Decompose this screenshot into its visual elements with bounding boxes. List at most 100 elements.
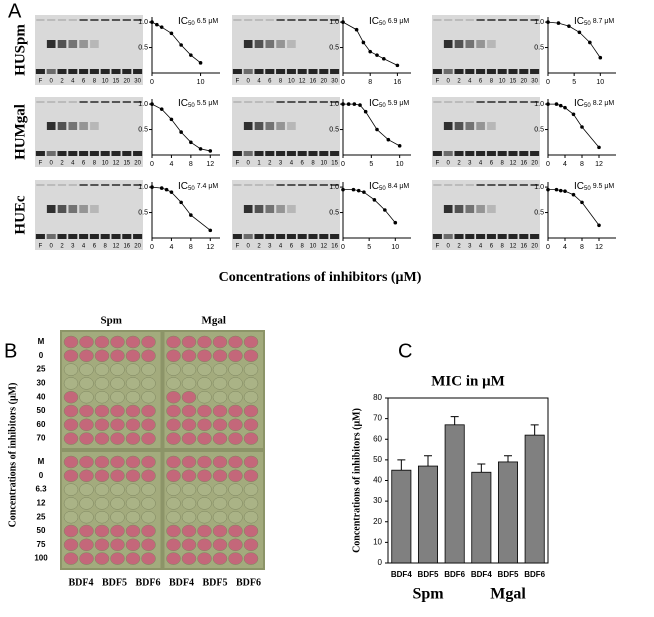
data-point	[580, 125, 584, 129]
gel-well	[68, 101, 77, 103]
well	[197, 390, 212, 404]
lane-label: 2	[60, 161, 64, 167]
well	[94, 349, 110, 363]
data-point	[164, 187, 169, 192]
ic50-part: 50	[584, 21, 591, 27]
data-point	[155, 22, 159, 27]
gel-band	[111, 151, 121, 156]
well	[228, 538, 243, 552]
gel-band	[265, 69, 275, 74]
well	[243, 455, 259, 469]
well	[63, 377, 79, 390]
well	[166, 349, 181, 363]
gel	[35, 15, 143, 85]
gel-well	[330, 184, 339, 186]
x-tick-label: 4	[563, 161, 567, 168]
well	[63, 483, 79, 496]
lane-label: 6	[268, 79, 272, 85]
y-tick-label: 1.0	[329, 101, 339, 108]
row-label: 0	[39, 471, 44, 480]
plate-block	[62, 452, 161, 568]
lane-label: 15	[331, 161, 338, 167]
data-point	[352, 102, 357, 106]
well	[94, 363, 110, 376]
gel-band	[232, 69, 242, 74]
gel-well	[465, 101, 474, 103]
well	[181, 469, 197, 483]
x-tick-label: BDF5	[418, 570, 439, 579]
lane-label: 10	[310, 244, 317, 250]
gel-band	[68, 151, 78, 156]
well	[212, 469, 228, 483]
well	[125, 497, 141, 510]
lane-label: 10	[102, 79, 109, 85]
gel-well	[454, 19, 464, 21]
ic50-part: IC	[574, 98, 584, 109]
well	[243, 483, 259, 496]
data-point	[563, 189, 567, 193]
panel-label: B	[4, 340, 17, 362]
plate-block	[62, 332, 161, 448]
gel-well	[519, 19, 528, 21]
well	[243, 418, 259, 432]
lane-label: 16	[331, 244, 338, 250]
x-tick-label: BDF6	[444, 570, 465, 579]
ic50-part: IC	[369, 98, 379, 109]
gel-band	[465, 234, 475, 239]
well	[141, 483, 156, 496]
row-label: 25	[37, 512, 46, 521]
lane-label: 3	[71, 244, 75, 250]
gel-well	[276, 101, 285, 103]
gel-band	[476, 122, 485, 130]
y-tick-label: 60	[373, 434, 382, 443]
well	[197, 469, 212, 483]
gel-band	[443, 69, 453, 74]
gel-well	[298, 101, 307, 103]
lane-label: 4	[479, 161, 483, 167]
gel-well	[68, 184, 77, 186]
well	[79, 363, 94, 376]
lane-label: 2	[257, 244, 261, 250]
well	[125, 483, 141, 496]
well	[181, 552, 197, 565]
y-tick-label: 20	[373, 517, 382, 526]
well	[125, 363, 141, 376]
lane-label: 20	[320, 79, 327, 85]
well	[79, 524, 94, 538]
gel-well	[287, 101, 296, 103]
ic50-part: 7.4 μM	[197, 183, 219, 190]
well	[79, 418, 94, 432]
data-point	[208, 228, 213, 233]
bar	[471, 471, 492, 564]
gel-band	[276, 122, 285, 130]
lane-label: F	[39, 79, 43, 85]
well	[166, 377, 181, 390]
well	[181, 538, 197, 552]
well	[94, 432, 110, 445]
gel-band	[122, 151, 132, 156]
ic50-part: IC	[369, 181, 379, 192]
x-tick-label: 8	[189, 161, 193, 168]
y-tick-label: 0.5	[534, 44, 544, 51]
gel-band	[254, 69, 264, 74]
lane-label: 8	[93, 79, 97, 85]
x-tick-label: 12	[206, 244, 214, 251]
well	[94, 538, 110, 552]
gel-well	[298, 19, 307, 21]
gel-well	[101, 19, 110, 21]
lane-label: F	[436, 79, 440, 85]
gel-band	[57, 40, 67, 48]
well	[63, 349, 79, 363]
well	[141, 524, 156, 538]
x-tick-label: 0	[341, 79, 345, 86]
well	[181, 483, 197, 496]
ic50-part: IC	[178, 98, 188, 109]
gel-band	[443, 40, 453, 48]
well	[197, 538, 212, 552]
well	[94, 510, 110, 524]
well	[94, 390, 110, 404]
well	[110, 524, 125, 538]
x-tick-label: 10	[391, 244, 399, 251]
well	[125, 552, 141, 565]
gel-band	[508, 234, 518, 239]
